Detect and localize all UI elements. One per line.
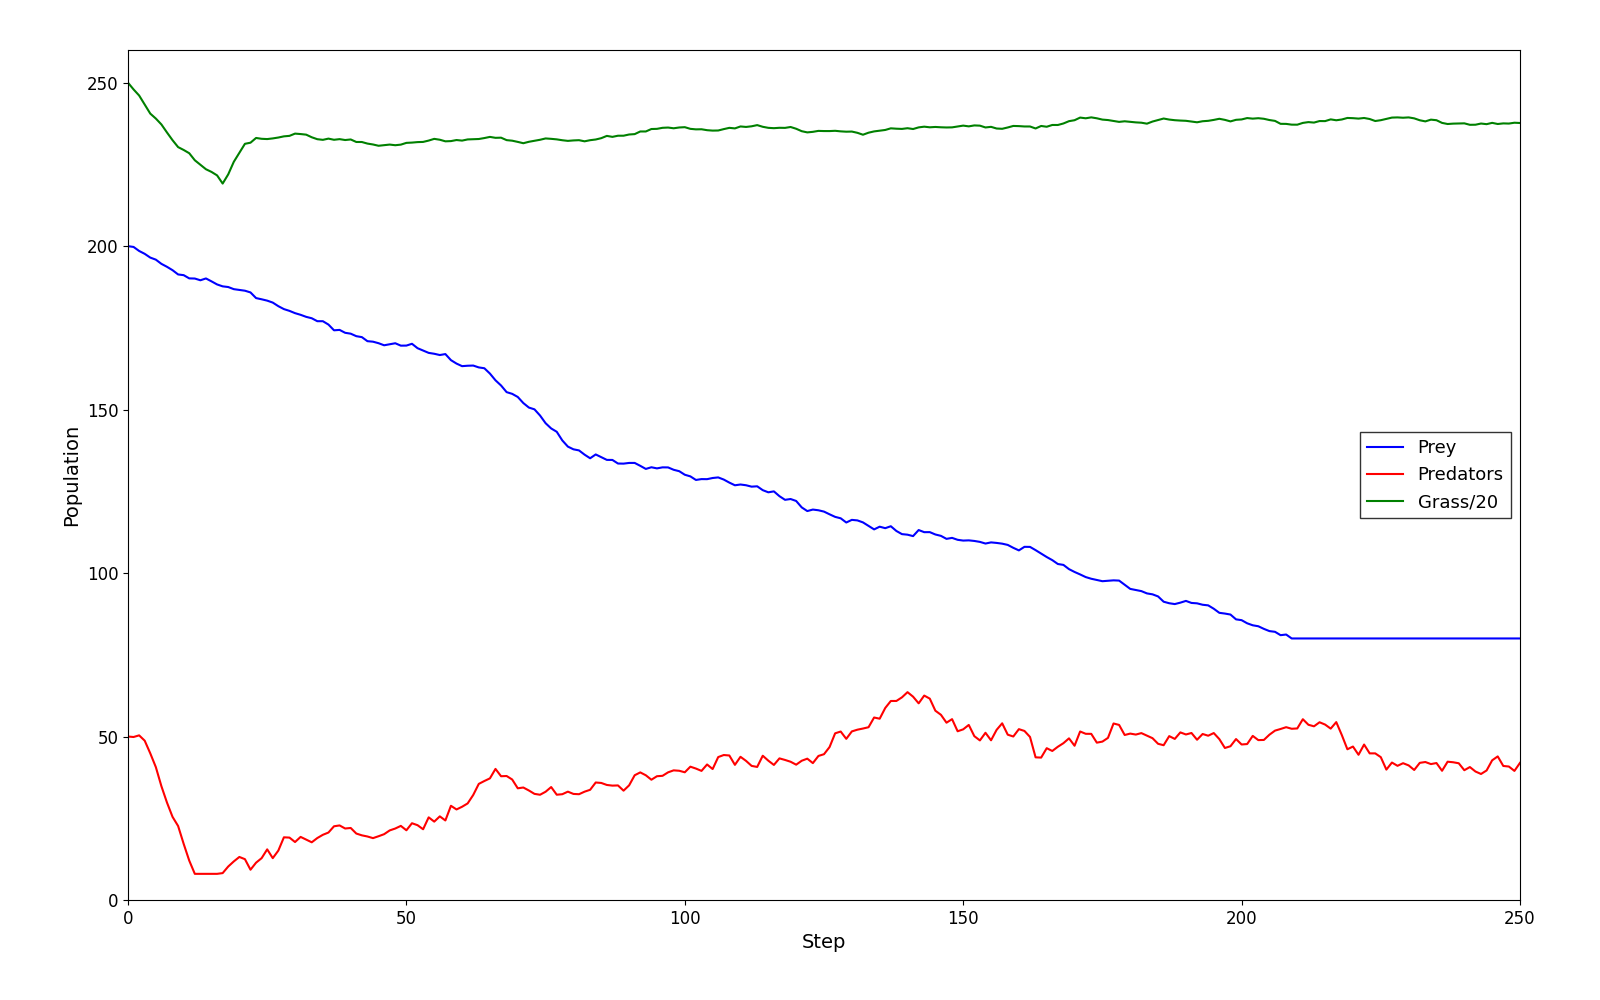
Prey [958,534,978,546]
Grass/20 [758,122,778,134]
Prey [118,240,138,252]
Grass/20 [949,120,968,132]
Predators [1510,757,1530,769]
Prey [664,464,683,476]
Predators [1070,725,1090,737]
Legend: Prey, Predators, Grass/20: Prey, Predators, Grass/20 [1360,432,1510,518]
Prey [942,532,962,544]
Grass/20 [965,119,984,131]
Predators [758,755,778,767]
Grass/20 [213,178,232,190]
Grass/20 [1066,114,1085,126]
Predators [970,734,989,746]
Prey [1282,632,1301,644]
X-axis label: Step: Step [802,933,846,952]
Grass/20 [670,121,690,133]
Grass/20 [1171,115,1190,127]
Predators [1176,728,1195,740]
Line: Grass/20: Grass/20 [128,83,1520,184]
Grass/20 [1510,117,1530,129]
Predators [186,868,205,880]
Line: Predators: Predators [128,692,1520,874]
Predators [118,731,138,743]
Predators [670,765,690,777]
Prey [1165,598,1184,610]
Prey [754,484,773,496]
Prey [1510,632,1530,644]
Predators [898,686,917,698]
Y-axis label: Population: Population [62,424,82,526]
Prey [1059,563,1078,575]
Line: Prey: Prey [128,246,1520,638]
Grass/20 [118,77,138,89]
Predators [954,723,973,735]
